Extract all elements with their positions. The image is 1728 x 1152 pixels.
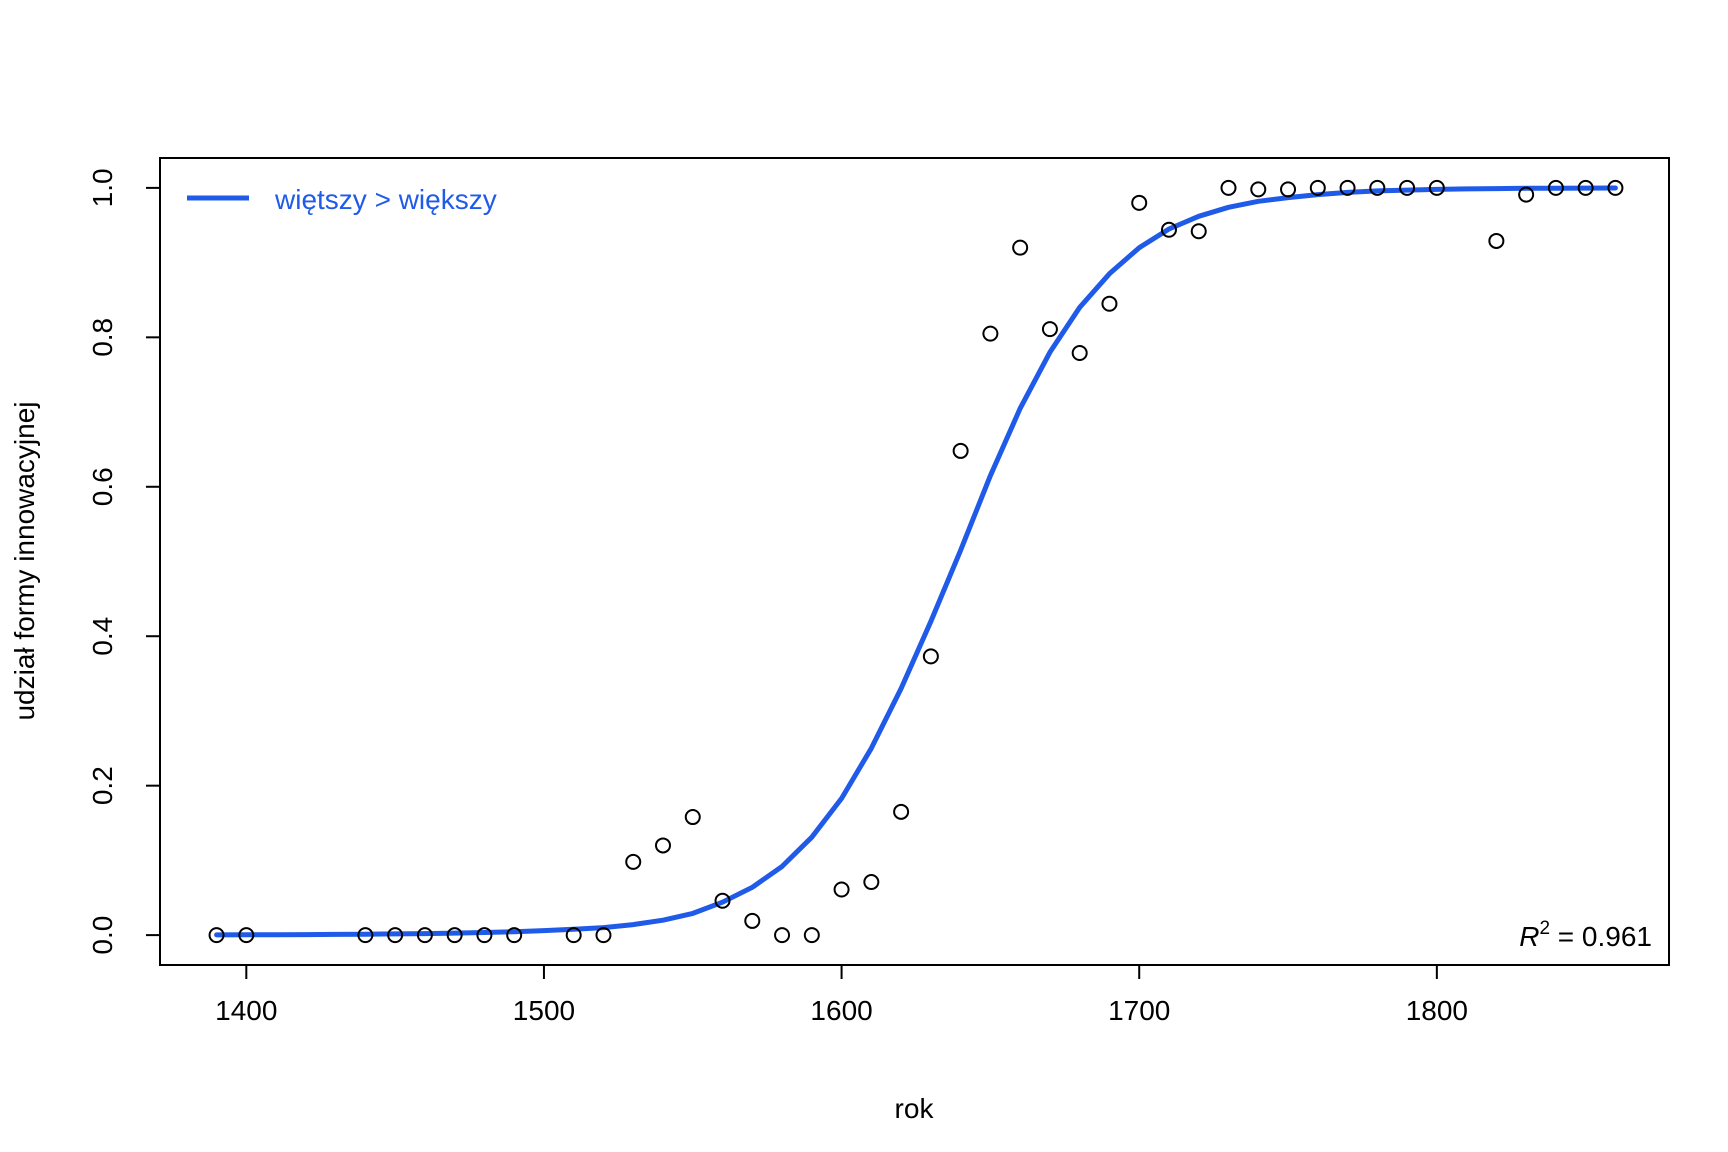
data-point — [982, 325, 999, 342]
plot-frame — [159, 157, 1670, 966]
r-squared-symbol: R — [1519, 921, 1539, 952]
y-tick-label: 0.8 — [87, 318, 118, 357]
r-squared-value: = 0.961 — [1550, 921, 1652, 952]
data-point — [506, 927, 523, 944]
data-point — [1339, 179, 1356, 196]
data-point — [208, 927, 225, 944]
y-tick-label: 0.0 — [87, 916, 118, 955]
data-point — [1369, 179, 1386, 196]
data-point — [1160, 221, 1177, 238]
y-tick-label: 0.6 — [87, 467, 118, 506]
data-point — [238, 927, 255, 944]
r-squared-annotation: R2 = 0.961 — [1519, 918, 1652, 952]
data-point — [863, 874, 880, 891]
data-point — [893, 803, 910, 820]
data-point — [1012, 239, 1029, 256]
data-point — [1101, 295, 1118, 312]
r-squared-superscript: 2 — [1539, 918, 1550, 939]
fit-line — [214, 185, 1618, 938]
data-point — [744, 912, 761, 929]
data-point — [1399, 179, 1416, 196]
data-point — [357, 927, 374, 944]
data-point — [446, 927, 463, 944]
data-point — [1280, 181, 1297, 198]
data-point — [565, 927, 582, 944]
y-tick-label: 0.2 — [87, 766, 118, 805]
data-point — [1309, 179, 1326, 196]
data-point — [595, 927, 612, 944]
y-axis: 0.0 0.2 0.4 0.6 0.8 1.0 — [87, 168, 161, 955]
x-tick-label: 1700 — [1108, 995, 1170, 1026]
data-point — [416, 927, 433, 944]
x-axis-title: rok — [895, 1093, 935, 1124]
data-point — [1131, 194, 1148, 211]
y-tick-label: 1.0 — [87, 168, 118, 207]
data-point — [774, 927, 791, 944]
data-point — [1071, 345, 1088, 362]
data-point — [1428, 179, 1445, 196]
data-point — [655, 837, 671, 854]
data-point — [803, 927, 820, 944]
data-point — [833, 881, 850, 898]
data-point — [1518, 186, 1535, 203]
data-point — [684, 809, 701, 826]
data-point — [922, 648, 939, 665]
legend-label: więtszy > większy — [274, 184, 497, 215]
data-point — [1547, 179, 1564, 196]
data-point — [625, 853, 642, 870]
data-point — [1577, 179, 1594, 196]
data-point — [714, 892, 731, 909]
data-point — [1488, 232, 1505, 249]
x-tick-label: 1800 — [1406, 995, 1468, 1026]
data-point — [952, 442, 969, 459]
data-point — [1190, 223, 1207, 240]
legend: więtszy > większy — [187, 184, 497, 215]
x-axis: 1400 1500 1600 1700 1800 — [215, 964, 1468, 1026]
points-layer — [208, 179, 1624, 944]
data-point — [1250, 181, 1267, 198]
x-tick-label: 1600 — [810, 995, 872, 1026]
data-point — [1220, 179, 1237, 196]
x-tick-label: 1400 — [215, 995, 277, 1026]
data-point — [387, 927, 404, 944]
data-point — [1607, 179, 1624, 196]
y-tick-label: 0.4 — [87, 617, 118, 656]
y-axis-title: udział formy innowacyjnej — [9, 401, 40, 720]
data-point — [1041, 321, 1058, 338]
fit-line-layer — [214, 185, 1618, 938]
data-point — [476, 927, 493, 944]
x-tick-label: 1500 — [513, 995, 575, 1026]
